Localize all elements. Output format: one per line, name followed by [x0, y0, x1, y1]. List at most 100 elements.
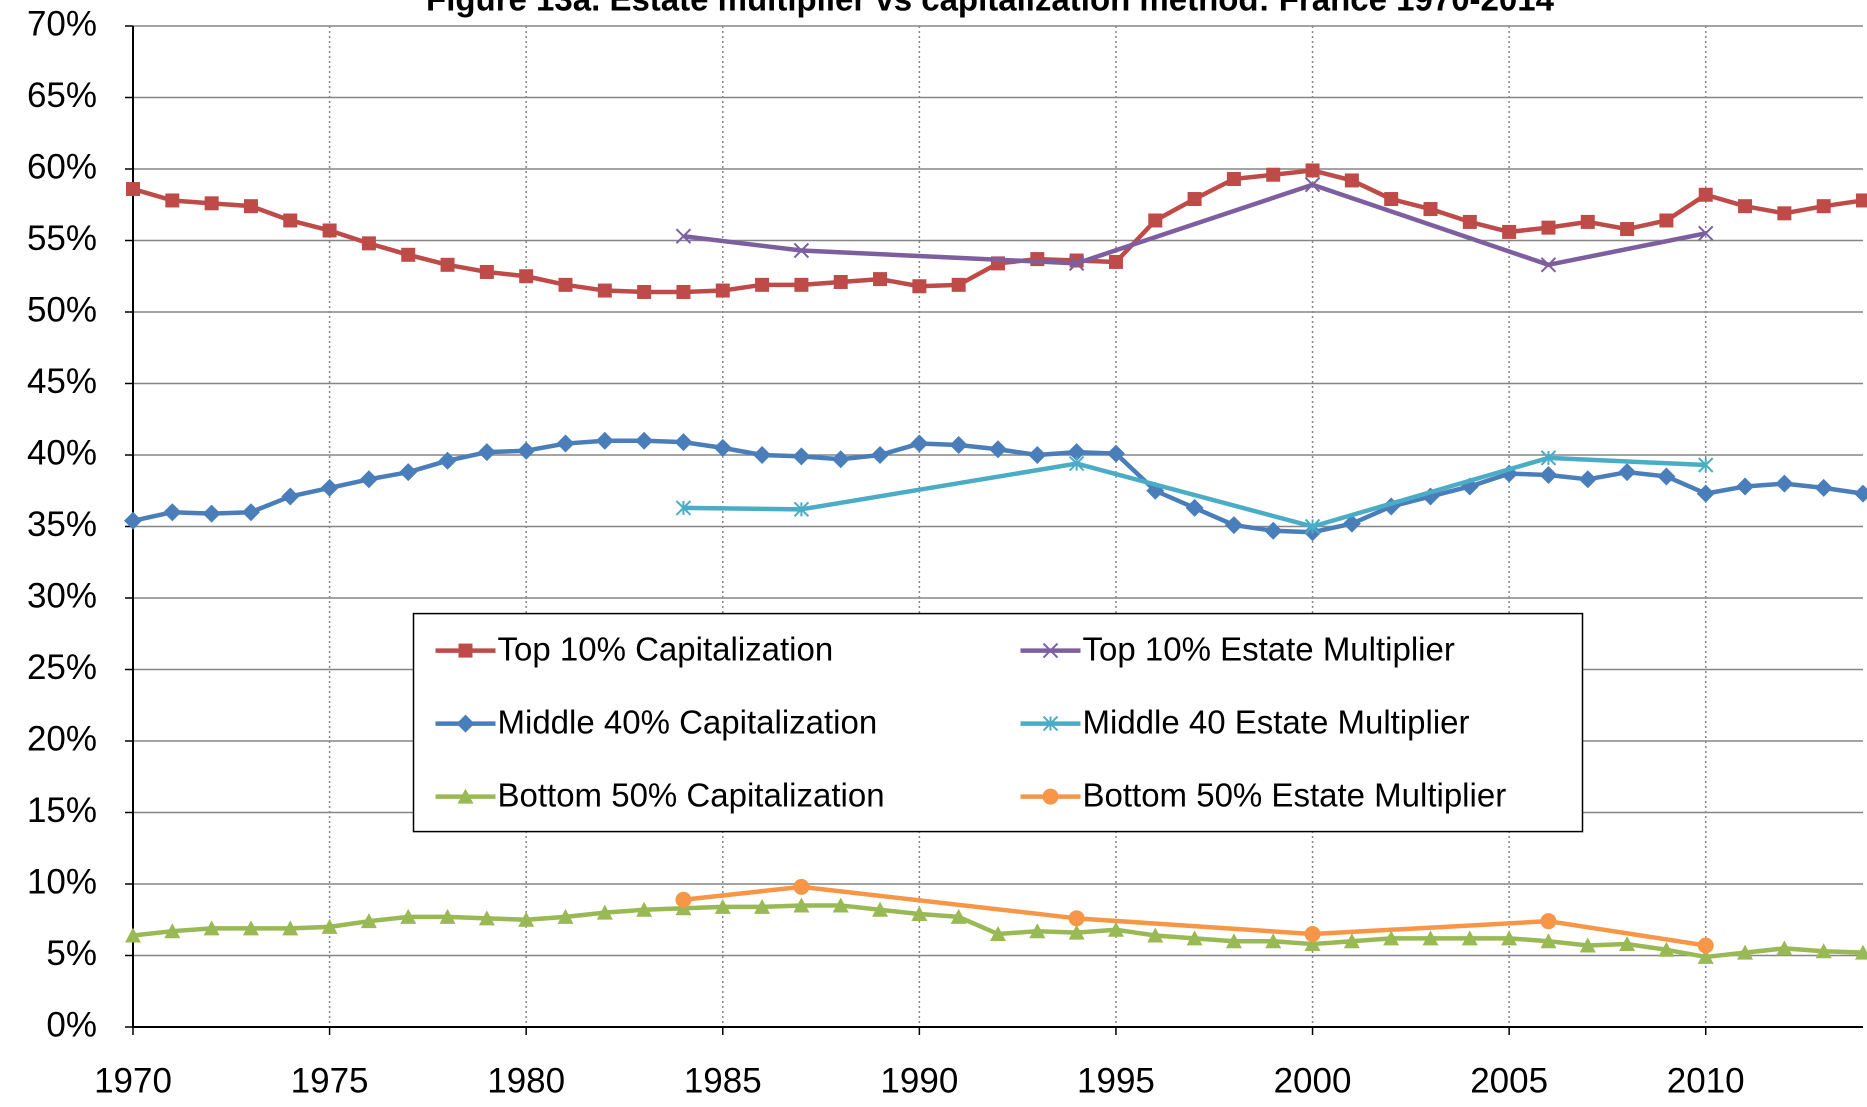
data-point [1501, 930, 1518, 946]
x-tick-label: 1970 [94, 1061, 172, 1100]
data-point [242, 920, 259, 936]
data-point [1854, 484, 1867, 503]
y-tick-label: 20% [27, 719, 97, 758]
data-point [361, 236, 376, 251]
data-point [400, 908, 417, 924]
data-point [1698, 457, 1714, 473]
x-tick-label: 1980 [487, 1061, 565, 1100]
data-point [1384, 192, 1399, 207]
data-point [1540, 257, 1557, 273]
chart-title: Figure 13a. Estate multiplier vs capital… [426, 0, 1555, 18]
legend-marker [1042, 788, 1059, 805]
data-point [1304, 518, 1321, 535]
data-point-stroke [1698, 225, 1714, 242]
data-point [163, 503, 182, 522]
data-point [241, 503, 260, 522]
legend-marker [456, 714, 475, 733]
x-tick-label: 1985 [684, 1061, 762, 1100]
data-point [360, 913, 377, 929]
data-point [1422, 930, 1439, 946]
data-point [753, 446, 772, 464]
data-point [320, 478, 339, 497]
data-point [1147, 927, 1164, 943]
data-point [1540, 450, 1557, 466]
data-point [1266, 167, 1281, 182]
y-tick-label: 60% [27, 147, 97, 186]
legend-marker [1042, 715, 1059, 732]
data-point [1225, 933, 1242, 949]
data-point [597, 283, 612, 298]
data-point [477, 443, 496, 462]
data-point [1738, 199, 1753, 214]
y-tick-label: 30% [27, 576, 97, 615]
y-tick-label: 55% [27, 219, 97, 258]
data-point [1698, 187, 1713, 202]
data-point [910, 434, 929, 453]
data-point-stroke [1540, 257, 1557, 273]
data-point [438, 451, 457, 470]
legend-marker-stroke [1042, 642, 1059, 659]
data-point [518, 911, 535, 927]
data-point [873, 272, 888, 287]
data-point [1696, 484, 1715, 503]
data-point-stroke [675, 228, 692, 244]
data-point [637, 284, 652, 299]
data-point [1619, 936, 1636, 952]
data-point [1815, 943, 1832, 959]
data-point [243, 199, 258, 214]
data-point [479, 264, 494, 279]
x-tick-label: 2010 [1667, 1061, 1745, 1100]
data-point [675, 900, 692, 916]
y-tick-label: 35% [27, 505, 97, 544]
legend-marker [457, 788, 474, 804]
data-point [558, 277, 573, 292]
data-point [440, 257, 455, 272]
data-point [990, 926, 1006, 942]
data-point [949, 435, 968, 454]
data-point [1344, 173, 1359, 188]
legend-label: Middle 40 Estate Multiplier [1083, 703, 1470, 740]
legend-label: Bottom 50% Capitalization [498, 776, 885, 813]
data-point [596, 904, 613, 920]
data-point [950, 908, 967, 924]
data-point [675, 500, 692, 516]
data-point [1578, 470, 1597, 489]
data-point [1816, 199, 1831, 214]
data-point-stroke [793, 242, 810, 259]
data-point [478, 910, 495, 926]
data-point [1736, 477, 1755, 496]
data-point [126, 182, 140, 197]
data-point [832, 897, 849, 913]
data-point [911, 906, 928, 922]
data-point [1185, 498, 1204, 517]
data-point [124, 511, 142, 530]
data-point [1383, 930, 1400, 946]
data-point [1186, 930, 1203, 946]
x-tick-label: 2000 [1274, 1061, 1352, 1100]
y-tick-label: 45% [27, 362, 97, 401]
data-point [833, 274, 848, 289]
data-point [1618, 463, 1637, 482]
data-point [1540, 913, 1557, 930]
data-point [1068, 924, 1085, 940]
data-point [1698, 225, 1714, 242]
data-point [399, 463, 418, 482]
data-point [1107, 921, 1124, 937]
data-point [203, 920, 220, 936]
data-point [871, 446, 890, 464]
data-point [755, 277, 770, 292]
data-point [675, 891, 692, 908]
data-point [439, 908, 456, 924]
y-tick-label: 25% [27, 648, 97, 687]
data-point [714, 898, 731, 914]
data-point [595, 431, 614, 450]
data-point [1776, 940, 1793, 956]
legend-label: Middle 40% Capitalization [498, 703, 878, 740]
data-point [204, 196, 219, 211]
data-point [1304, 936, 1321, 952]
data-point [1068, 910, 1085, 927]
data-point [1540, 933, 1557, 949]
data-point [519, 269, 534, 284]
